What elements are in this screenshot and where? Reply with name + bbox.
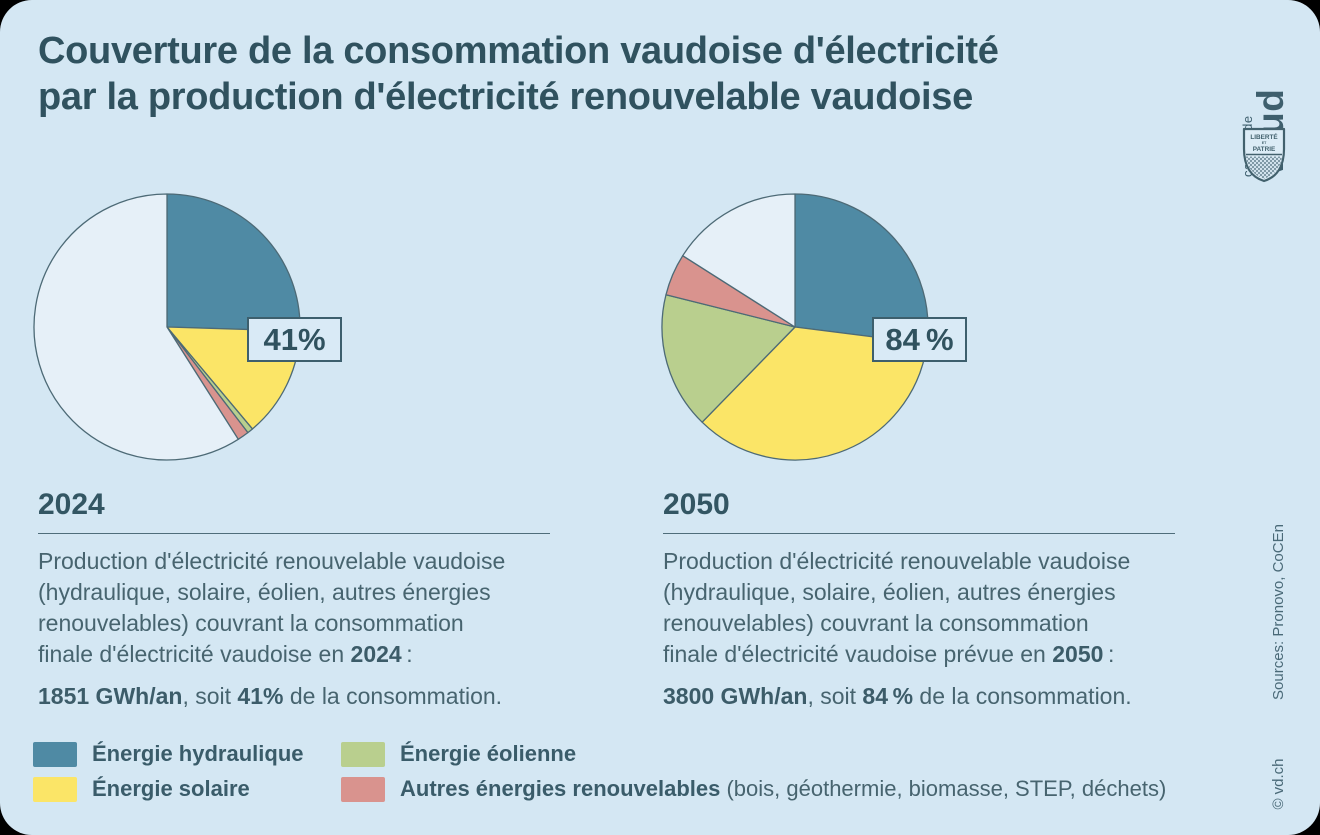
shield-patrie-text: PATRIE — [1253, 146, 1276, 153]
pie-annotation-2024: 41% — [247, 317, 342, 362]
pie-slice-Énergie hydraulique — [166, 193, 301, 332]
legend-label-eolienne: Énergie éolienne — [400, 741, 577, 766]
legend-item-hydraulique: Énergie hydraulique — [33, 741, 304, 767]
column-2050: 2050 Production d'électricité renouvelab… — [663, 488, 1175, 712]
shield-et-text: ET — [1262, 141, 1267, 145]
pie-slice-Énergie solaire — [701, 326, 928, 461]
legend-swatch-eolienne-icon — [341, 741, 385, 767]
page-title: Couverture de la consommation vaudoise d… — [38, 28, 1218, 120]
desc-2050-line2: (hydraulique, solaire, éolien, autres én… — [663, 579, 1116, 605]
description-2050: Production d'électricité renouvelable va… — [663, 546, 1175, 670]
legend-label-hydraulique: Énergie hydraulique — [92, 741, 304, 766]
pie-slice-Énergie éolienne — [661, 294, 796, 423]
legend-swatch-solaire-icon — [33, 776, 77, 802]
pie-chart-2024 — [33, 193, 301, 461]
desc-2050-line4: finale d'électricité vaudoise prévue en … — [663, 641, 1115, 667]
pie-annotation-2050: 84 % — [872, 317, 967, 362]
legend-item-solaire: Énergie solaire — [33, 776, 250, 802]
legend-item-autres: Autres énergies renouvelables (bois, géo… — [341, 776, 1166, 802]
year-heading-2024: 2024 — [38, 488, 105, 521]
copyright-note: © vd.ch — [1270, 758, 1287, 810]
desc-2024-line1: Production d'électricité renouvelable va… — [38, 548, 506, 574]
pie-annotation-2024-value: 41% — [263, 321, 326, 357]
pie-slice-reste (non couvert) — [33, 193, 239, 461]
legend-swatch-autres-icon — [341, 776, 385, 802]
stat-line-2050: 3800 GWh/an, soit 84 % de la consommatio… — [663, 683, 1132, 709]
legend-swatch-hydraulique-icon — [33, 741, 77, 767]
heading-rule-2024 — [38, 533, 550, 534]
legend-label-autres: Autres énergies renouvelables (bois, géo… — [400, 776, 1167, 801]
vaud-shield-icon: LIBERTÉ ET PATRIE — [1242, 127, 1286, 183]
sources-note: Sources: Pronovo, CoCEn — [1270, 524, 1287, 700]
desc-2050-line3: renouvelables) couvrant la consommation — [663, 610, 1089, 636]
legend-suffix-autres: (bois, géothermie, biomasse, STEP, déche… — [720, 776, 1167, 801]
desc-2024-line2: (hydraulique, solaire, éolien, autres én… — [38, 579, 491, 605]
description-2024: Production d'électricité renouvelable va… — [38, 546, 550, 670]
desc-2024-line3: renouvelables) couvrant la consommation — [38, 610, 464, 636]
legend-item-eolienne: Énergie éolienne — [341, 741, 576, 767]
pie-slice-reste (non couvert) — [682, 193, 796, 328]
shield-liberte-text: LIBERTÉ — [1250, 132, 1278, 141]
legend-label-solaire: Énergie solaire — [92, 776, 250, 801]
desc-2024-line4: finale d'électricité vaudoise en 2024 : — [38, 641, 413, 667]
pie-chart-2050 — [661, 193, 929, 461]
pie-annotation-2050-value: 84 % — [885, 321, 954, 357]
page-title-line1: Couverture de la consommation vaudoise d… — [38, 30, 999, 72]
column-2024: 2024 Production d'électricité renouvelab… — [38, 488, 550, 712]
year-heading-2050: 2050 — [663, 488, 730, 521]
desc-2050-line1: Production d'électricité renouvelable va… — [663, 548, 1131, 574]
heading-rule-2050 — [663, 533, 1175, 534]
page-title-line2: par la production d'électricité renouvel… — [38, 76, 973, 118]
stat-line-2024: 1851 GWh/an, soit 41% de la consommation… — [38, 683, 503, 709]
